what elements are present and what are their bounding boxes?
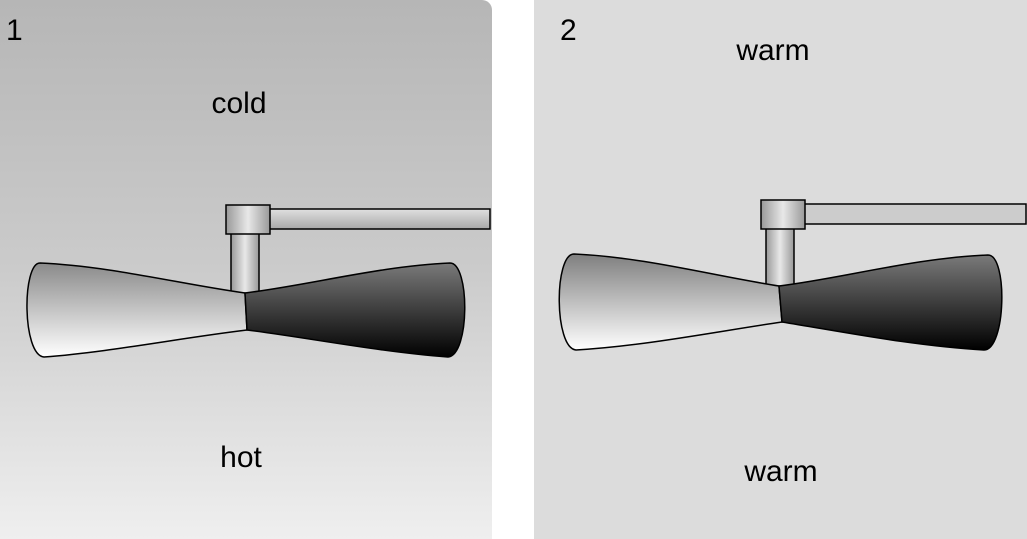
right-blade [244, 262, 466, 358]
left-blade [26, 262, 248, 358]
ceiling-fan-icon [26, 204, 491, 358]
panel-1: 1 cold hot [0, 0, 492, 539]
top-label: cold [211, 87, 267, 120]
panel-number: 2 [560, 14, 577, 47]
ceiling-fan-icon [558, 199, 1027, 351]
top-label: warm [736, 34, 810, 67]
mounting-rod [803, 203, 1027, 225]
left-blade [558, 253, 783, 351]
panel-number: 1 [6, 14, 23, 47]
bottom-label: warm [744, 455, 818, 488]
downrod [765, 225, 795, 289]
joint-block [225, 204, 271, 235]
right-blade [778, 254, 1003, 351]
downrod [230, 230, 260, 296]
bottom-label: hot [220, 441, 262, 474]
panel-2: 2 warm warm [534, 0, 1027, 539]
mounting-rod [267, 208, 491, 230]
joint-block [760, 199, 806, 230]
